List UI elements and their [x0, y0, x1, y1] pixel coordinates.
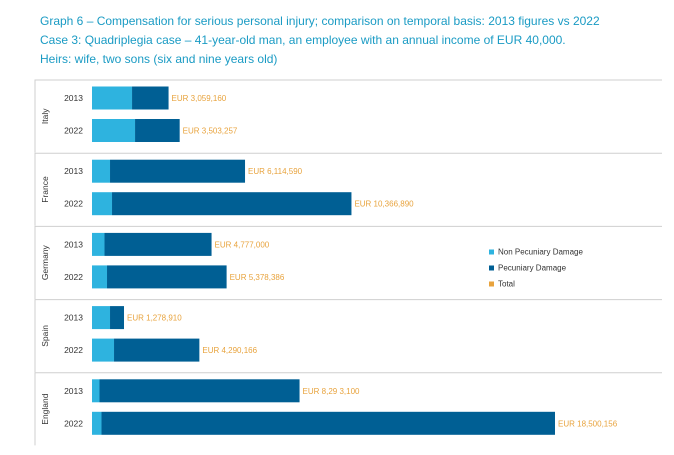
- total-data-label: EUR 1,278,910: [127, 314, 182, 323]
- total-data-label: EUR 4,290,166: [202, 346, 257, 355]
- year-tick-label: 2013: [64, 239, 83, 249]
- chart-title: Graph 6 – Compensation for serious perso…: [40, 14, 600, 28]
- country-group-frame: [34, 299, 662, 373]
- total-data-label: EUR 6,114,590: [248, 167, 303, 176]
- year-tick-label: 2013: [64, 386, 83, 396]
- year-tick-label: 2013: [64, 166, 83, 176]
- non-pecuniary-bar: [92, 265, 108, 289]
- country-group-frame: [34, 372, 662, 446]
- non-pecuniary-bar: [92, 119, 136, 142]
- non-pecuniary-bar: [92, 306, 111, 330]
- legend-entry: Non Pecuniary Damage: [498, 248, 583, 257]
- year-tick-label: 2022: [64, 345, 83, 355]
- non-pecuniary-bar: [92, 411, 102, 435]
- pecuniary-bar: [135, 119, 180, 142]
- pecuniary-bar: [132, 86, 169, 110]
- non-pecuniary-bar: [92, 379, 100, 403]
- total-data-label: EUR 3,059,160: [172, 94, 227, 103]
- country-label: France: [40, 176, 50, 203]
- legend-swatch: [489, 265, 494, 271]
- legend-entry: Pecuniary Damage: [498, 264, 567, 273]
- country-group-frame: [34, 152, 662, 226]
- non-pecuniary-bar: [92, 159, 111, 183]
- year-tick-label: 2013: [64, 313, 83, 323]
- non-pecuniary-bar: [92, 192, 113, 216]
- pecuniary-bar: [114, 338, 200, 362]
- legend-swatch: [489, 249, 494, 255]
- total-data-label: EUR 4,777,000: [215, 240, 270, 249]
- country-label: Italy: [40, 108, 50, 124]
- non-pecuniary-bar: [92, 86, 133, 110]
- year-tick-label: 2022: [64, 418, 83, 428]
- year-tick-label: 2013: [64, 93, 83, 103]
- total-data-label: EUR 18,500,156: [558, 419, 618, 428]
- pecuniary-bar: [104, 232, 212, 256]
- country-label: Germany: [40, 244, 50, 280]
- year-tick-label: 2022: [64, 272, 83, 282]
- year-tick-label: 2022: [64, 199, 83, 209]
- total-data-label: EUR 5,378,386: [230, 273, 285, 282]
- chart-title-block: Graph 6 – Compensation for serious perso…: [40, 12, 600, 69]
- country-label: England: [40, 393, 50, 424]
- pecuniary-bar: [107, 265, 227, 289]
- country-group-frame: [34, 79, 662, 153]
- pecuniary-bar: [112, 192, 352, 216]
- non-pecuniary-bar: [92, 338, 115, 362]
- non-pecuniary-bar: [92, 232, 105, 256]
- pecuniary-bar: [110, 306, 125, 330]
- total-data-label: EUR 10,366,890: [354, 200, 414, 209]
- pecuniary-bar: [110, 159, 246, 183]
- pecuniary-bar: [99, 379, 300, 403]
- chart-subtitle-case: Case 3: Quadriplegia case – 41-year-old …: [40, 33, 566, 47]
- chart-subtitle-heirs: Heirs: wife, two sons (six and nine year…: [40, 52, 278, 66]
- legend-entry: Total: [498, 280, 515, 289]
- legend-swatch: [489, 281, 494, 287]
- total-data-label: EUR 3,503,257: [183, 127, 238, 136]
- pecuniary-bar: [101, 411, 555, 435]
- total-data-label: EUR 8,29 3,100: [303, 387, 360, 396]
- country-group-frame: [34, 225, 662, 299]
- year-tick-label: 2022: [64, 126, 83, 136]
- country-label: Spain: [40, 325, 50, 347]
